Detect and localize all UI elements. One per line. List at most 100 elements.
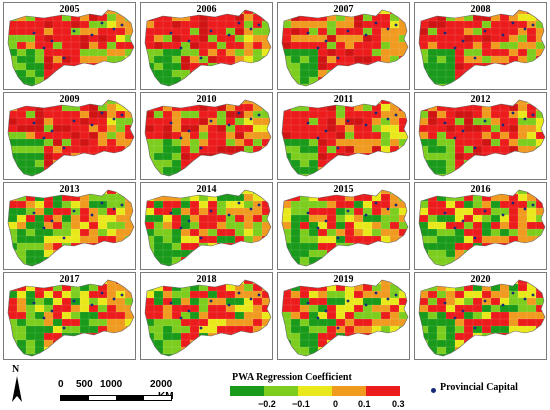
choropleth-map: [281, 279, 409, 357]
map-panel-2012: 2012: [414, 92, 547, 180]
provincial-capital-dot: [364, 303, 368, 307]
provincial-capital-dot: [473, 326, 477, 330]
provincial-capital-dot: [324, 129, 328, 133]
provincial-capital-dot: [90, 303, 94, 307]
provincial-capital-dot: [501, 33, 505, 37]
provincial-capital-dot: [501, 123, 505, 127]
provincial-capital-dot: [32, 211, 36, 215]
provincial-capital-dot: [32, 301, 36, 305]
provincial-capital-dot: [169, 121, 173, 125]
provincial-capital-dot: [112, 207, 116, 211]
provincial-capital-dot: [42, 226, 46, 230]
provincial-capital-dot: [346, 29, 350, 33]
legend-swatch-4: [366, 386, 400, 396]
provincial-capital-dot: [386, 27, 390, 31]
provincial-capital-dot: [386, 117, 390, 121]
provincial-capital-dot: [374, 201, 378, 205]
map-panel-2013: 2013: [3, 182, 136, 270]
provincial-capital-dot: [169, 211, 173, 215]
north-arrow-label: N: [12, 364, 20, 375]
legend-swatch-1: [264, 386, 298, 396]
provincial-capital-dot: [227, 213, 231, 217]
provincial-capital-dot: [120, 293, 124, 297]
provincial-capital-dot: [453, 136, 457, 140]
legend-tick-1: −0.1: [292, 399, 310, 409]
scale-tick-2: 1000: [100, 379, 123, 390]
provincial-capital-dot: [90, 33, 94, 37]
provincial-capital-dot: [72, 299, 76, 303]
provincial-capital-dot: [199, 146, 203, 150]
provincial-capital-dot: [346, 209, 350, 213]
choropleth-map: [418, 9, 546, 87]
provincial-capital-dot: [72, 209, 76, 213]
provincial-capital-dot: [316, 316, 320, 320]
provincial-capital-dot: [324, 309, 328, 313]
panel-year-label: 2014: [196, 184, 217, 195]
provincial-capital-dot: [523, 297, 527, 301]
provincial-capital-dot: [501, 213, 505, 217]
provincial-capital-dot: [453, 46, 457, 50]
provincial-capital-dot: [62, 326, 66, 330]
provincial-capital-dot: [336, 326, 340, 330]
provincial-capital-dot: [179, 226, 183, 230]
provincial-capital-dot: [306, 31, 310, 35]
panel-year-label: 2010: [196, 94, 217, 105]
provincial-capital-dot: [90, 123, 94, 127]
provincial-capital-dot: [249, 117, 253, 121]
provincial-capital-dot: [237, 291, 241, 295]
choropleth-map: [281, 189, 409, 267]
provincial-capital-dot: [306, 301, 310, 305]
choropleth-map: [144, 189, 272, 267]
panel-year-label: 2017: [59, 274, 80, 285]
choropleth-map: [144, 99, 272, 177]
provincial-capital-dot: [374, 111, 378, 115]
provincial-capital-dot: [364, 33, 368, 37]
provincial-capital-dot: [483, 299, 487, 303]
provincial-capital-dot: [316, 136, 320, 140]
legend-swatch-0: [230, 386, 264, 396]
panel-year-label: 2013: [59, 184, 80, 195]
choropleth-map: [7, 279, 135, 357]
provincial-capital-dot: [257, 203, 261, 207]
provincial-capital-dot: [50, 219, 54, 223]
provincial-capital-dot: [511, 291, 515, 295]
provincial-capital-dot: [179, 46, 183, 50]
provincial-capital-dot: [112, 117, 116, 121]
panel-year-label: 2018: [196, 274, 217, 285]
provincial-capital-dot: [62, 56, 66, 60]
choropleth-map: [418, 279, 546, 357]
scale-tick-1: 500: [76, 379, 93, 390]
choropleth-map: [7, 9, 135, 87]
provincial-capital-dot: [187, 309, 191, 313]
map-panel-2007: 2007: [277, 2, 410, 90]
provincial-capital-dot: [257, 293, 261, 297]
provincial-capital-dot: [209, 29, 213, 33]
provincial-capital-dot: [461, 129, 465, 133]
provincial-capital-dot: [523, 27, 527, 31]
legend-swatch-2: [298, 386, 332, 396]
provincial-capital-dot: [316, 226, 320, 230]
provincial-capital-dot: [227, 123, 231, 127]
provincial-capital-dot: [179, 136, 183, 140]
provincial-capital-dot: [100, 21, 104, 25]
provincial-capital-dot: [483, 209, 487, 213]
provincial-capital-dot: [257, 113, 261, 117]
provincial-capital-dot: [364, 123, 368, 127]
provincial-capital-dot: [199, 56, 203, 60]
map-panel-2020: 2020: [414, 272, 547, 360]
provincial-capital-dot: [209, 119, 213, 123]
north-arrow-icon: [12, 376, 22, 402]
provincial-capital-dot: [523, 207, 527, 211]
panel-year-label: 2011: [333, 94, 354, 105]
provincial-capital-dot: [453, 226, 457, 230]
map-panel-2011: 2011: [277, 92, 410, 180]
map-panel-2018: 2018: [140, 272, 273, 360]
provincial-capital-dot: [531, 23, 535, 27]
provincial-capital-dot: [249, 27, 253, 31]
provincial-capital-dot: [461, 219, 465, 223]
choropleth-map: [7, 99, 135, 177]
provincial-capital-dot: [72, 29, 76, 33]
provincial-capital-dot: [483, 29, 487, 33]
provincial-capital-dot: [394, 23, 398, 27]
provincial-capital-dot: [336, 146, 340, 150]
